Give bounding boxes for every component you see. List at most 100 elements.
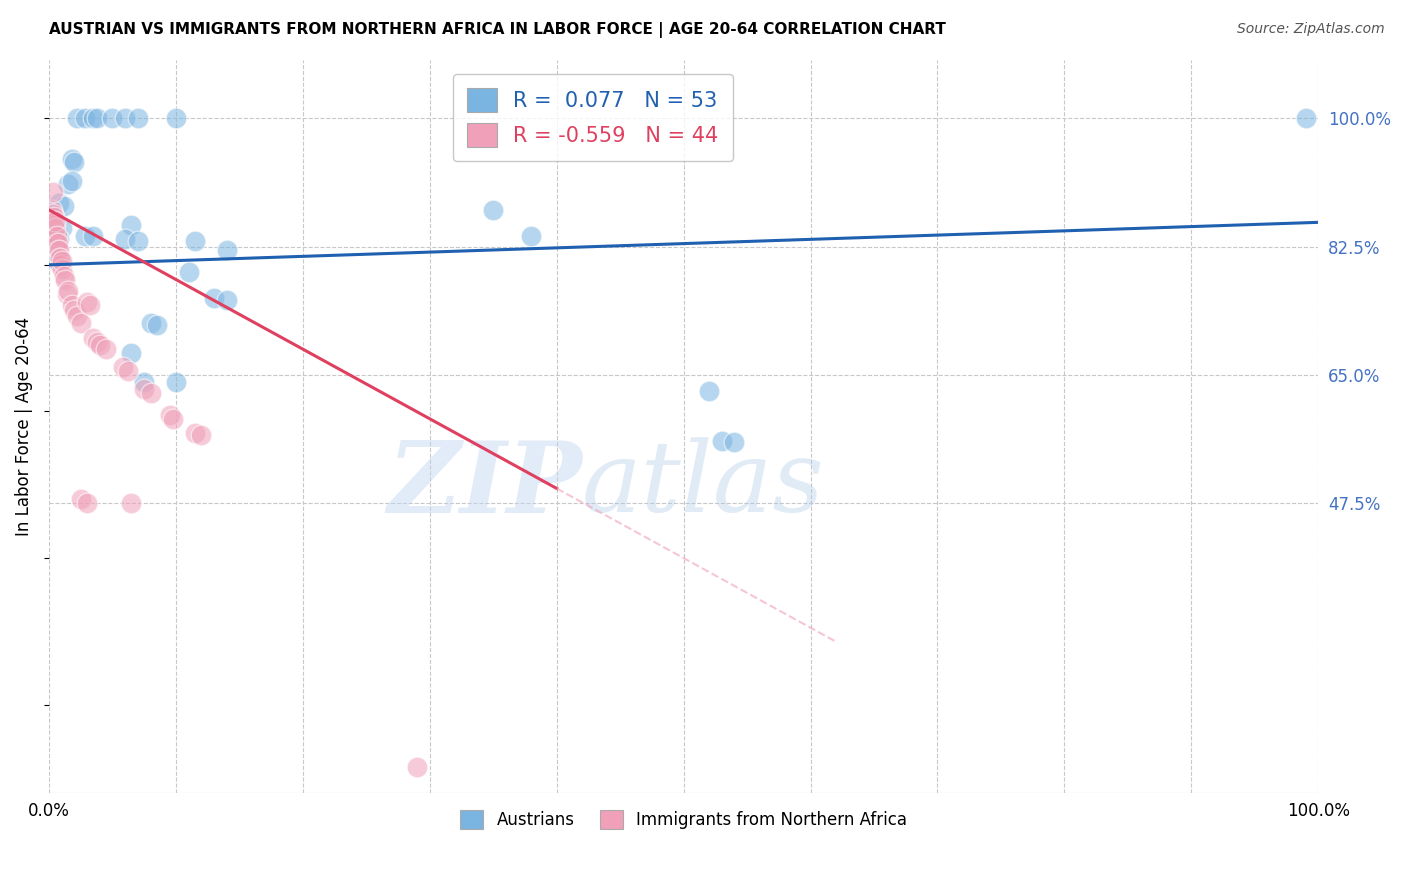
Point: [41, 252, 63, 266]
Point: [42, 185, 65, 199]
Point: [1295, 112, 1317, 126]
Point: [42, 245, 65, 260]
Point: [44, 249, 66, 263]
Point: [190, 428, 212, 442]
Point: [51, 261, 73, 276]
Text: AUSTRIAN VS IMMIGRANTS FROM NORTHERN AFRICA IN LABOR FORCE | AGE 20-64 CORRELATI: AUSTRIAN VS IMMIGRANTS FROM NORTHERN AFR…: [49, 22, 946, 38]
Point: [86, 112, 108, 126]
Point: [44, 228, 66, 243]
Text: atlas: atlas: [582, 437, 825, 533]
Point: [45, 225, 67, 239]
Point: [63, 155, 86, 169]
Point: [697, 384, 720, 398]
Point: [82, 112, 104, 126]
Point: [406, 760, 429, 774]
Point: [82, 331, 104, 345]
Point: [42, 218, 65, 232]
Point: [41, 247, 63, 261]
Point: [134, 375, 156, 389]
Point: [42, 251, 65, 265]
Point: [76, 496, 98, 510]
Point: [42, 211, 65, 225]
Point: [42, 239, 65, 253]
Point: [134, 383, 156, 397]
Point: [215, 293, 238, 307]
Point: [49, 258, 72, 272]
Point: [44, 232, 66, 246]
Point: [42, 206, 65, 220]
Point: [79, 298, 101, 312]
Point: [117, 364, 139, 378]
Point: [48, 195, 70, 210]
Point: [66, 309, 89, 323]
Point: [49, 251, 72, 265]
Point: [162, 412, 184, 426]
Point: [55, 287, 77, 301]
Point: [63, 303, 86, 318]
Point: [51, 221, 73, 235]
Point: [48, 243, 70, 257]
Point: [114, 232, 136, 246]
Point: [482, 202, 505, 217]
Point: [45, 235, 67, 249]
Point: [42, 235, 65, 250]
Point: [723, 435, 745, 450]
Point: [76, 294, 98, 309]
Point: [42, 239, 65, 253]
Point: [86, 334, 108, 349]
Point: [101, 112, 124, 126]
Point: [114, 112, 136, 126]
Point: [44, 221, 66, 235]
Point: [127, 235, 149, 249]
Point: [73, 228, 96, 243]
Point: [165, 375, 187, 389]
Point: [710, 434, 733, 448]
Point: [82, 228, 104, 243]
Point: [184, 235, 207, 249]
Point: [73, 112, 96, 126]
Text: Source: ZipAtlas.com: Source: ZipAtlas.com: [1237, 22, 1385, 37]
Point: [127, 112, 149, 126]
Point: [121, 218, 143, 232]
Point: [48, 251, 70, 265]
Point: [520, 228, 543, 243]
Point: [94, 342, 117, 356]
Point: [53, 199, 76, 213]
Point: [44, 243, 66, 257]
Point: [55, 272, 77, 286]
Point: [89, 338, 111, 352]
Point: [177, 265, 200, 279]
Point: [44, 214, 66, 228]
Point: [53, 268, 76, 283]
Point: [46, 242, 69, 256]
Point: [60, 173, 83, 187]
Point: [69, 317, 91, 331]
Point: [45, 228, 67, 243]
Point: [45, 235, 67, 250]
Point: [46, 243, 69, 257]
Point: [66, 112, 89, 126]
Point: [56, 284, 79, 298]
Point: [69, 492, 91, 507]
Point: [44, 228, 66, 243]
Point: [139, 317, 162, 331]
Point: [111, 360, 134, 375]
Point: [165, 112, 187, 126]
Point: [60, 298, 83, 312]
Point: [56, 178, 79, 192]
Point: [215, 243, 238, 257]
Point: [51, 254, 73, 268]
Point: [41, 202, 63, 217]
Point: [121, 496, 143, 510]
Point: [121, 346, 143, 360]
Legend: Austrians, Immigrants from Northern Africa: Austrians, Immigrants from Northern Afri…: [453, 803, 914, 836]
Point: [42, 244, 65, 259]
Y-axis label: In Labor Force | Age 20-64: In Labor Force | Age 20-64: [15, 317, 32, 536]
Point: [48, 232, 70, 246]
Point: [146, 318, 169, 332]
Point: [60, 152, 83, 166]
Text: ZIP: ZIP: [387, 436, 582, 533]
Point: [139, 386, 162, 401]
Point: [46, 235, 69, 250]
Point: [202, 291, 225, 305]
